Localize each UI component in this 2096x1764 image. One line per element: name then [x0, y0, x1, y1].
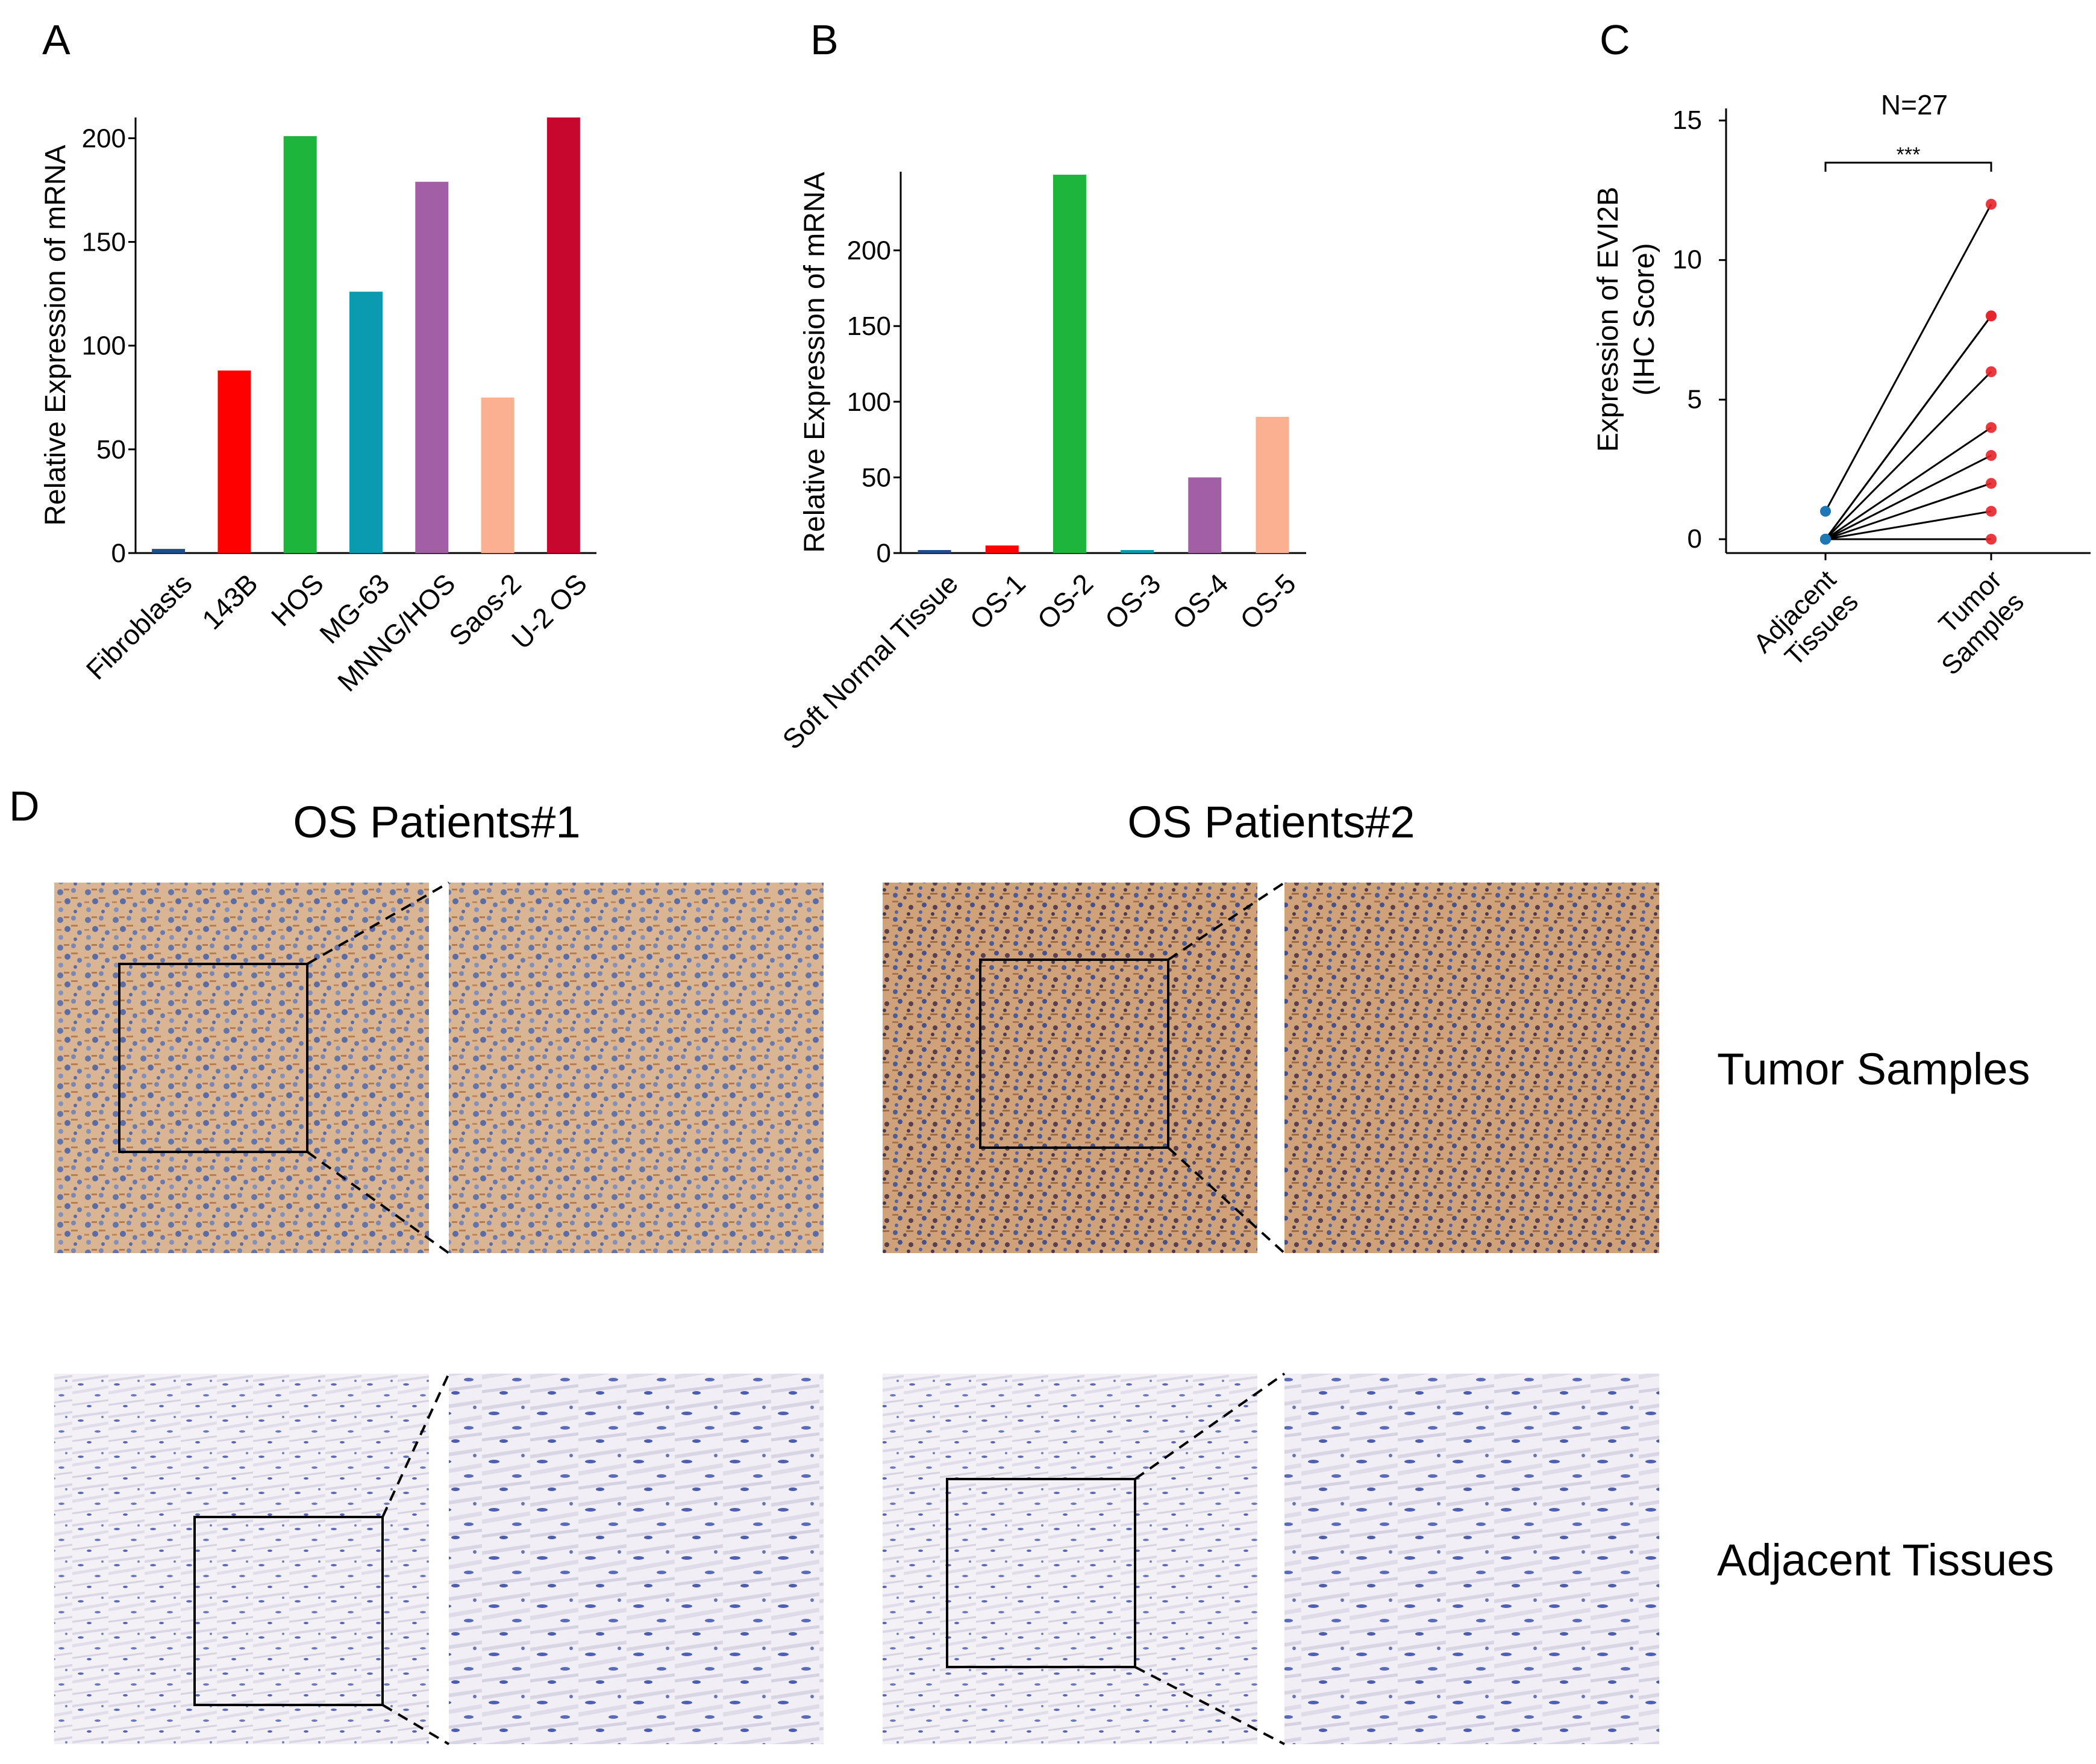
- p1-tumor-zoom-line-bottom: [306, 1151, 450, 1254]
- p1-adjacent-zoom: [449, 1374, 824, 1744]
- panel-letter-a: A: [42, 16, 70, 63]
- bar: [985, 545, 1019, 553]
- p2-adjacent-overview: [883, 1374, 1257, 1744]
- y-axis-label: Relative Expression of mRNA: [799, 172, 831, 552]
- p2-adjacent-inset-box: [946, 1478, 1136, 1668]
- p2-adjacent-zoom-line-top: [1134, 1372, 1286, 1480]
- p2-tumor-zoom: [1284, 883, 1659, 1253]
- p1-tumor-inset-box: [118, 963, 308, 1153]
- p1-tumor-zoom-line-top: [307, 881, 449, 965]
- pair-line: [1824, 371, 1992, 540]
- y-tick-label: 150: [82, 228, 126, 257]
- tumor-point: [1986, 534, 1997, 545]
- x-category-label: AdjacentTissues: [1748, 565, 1863, 680]
- significance-bracket: [1824, 161, 1992, 172]
- panel-letter-d: D: [9, 783, 40, 830]
- y-tick-label: 50: [862, 463, 891, 492]
- pair-line: [1825, 427, 1992, 540]
- y-tick-label: 0: [877, 539, 891, 568]
- x-tick-label: Soft Normal Tissue: [776, 568, 964, 755]
- y-tick-label: 200: [82, 124, 126, 153]
- adjacent-point: [1820, 534, 1831, 545]
- tumor-point: [1986, 310, 1997, 322]
- p1-adjacent-inset-box: [193, 1516, 384, 1706]
- p1-adjacent-overview: [54, 1374, 429, 1744]
- bar: [217, 371, 251, 553]
- y-tick-label: 15: [1672, 105, 1702, 135]
- bar: [1256, 416, 1289, 553]
- x-tick-label: OS-4: [1166, 568, 1234, 636]
- p2-tumor-inset-box: [979, 959, 1169, 1149]
- x-tick-label: OS-1: [963, 568, 1031, 636]
- p2-tumor-overview: [883, 883, 1257, 1253]
- chart-title: N=27: [1881, 89, 1948, 120]
- pair-line: [1825, 482, 1992, 540]
- y-tick-label: 10: [1672, 245, 1702, 275]
- p2-adjacent-zoom: [1284, 1374, 1659, 1744]
- panel-letter-b: B: [810, 16, 839, 63]
- tumor-point: [1986, 450, 1997, 461]
- pair-line: [1825, 454, 1992, 540]
- pair-line: [1825, 510, 1992, 540]
- y-axis-label: Relative Expression of mRNA: [40, 145, 72, 525]
- patient2-title: OS Patients#2: [1127, 797, 1415, 847]
- x-tick-label: Fibroblasts: [80, 568, 198, 686]
- p2-tumor-zoom-line-top: [1167, 881, 1286, 961]
- bar: [1121, 549, 1154, 553]
- y-tick-label: 100: [82, 331, 126, 361]
- pair-line: [1824, 315, 1992, 540]
- x-category-label: TumorSamples: [1913, 565, 2029, 680]
- tumor-point: [1986, 199, 1997, 210]
- x-tick-label: OS-5: [1234, 568, 1302, 636]
- paired-scatter-c: 0 5 10 15 *** N=27 Expression of EVI2B (IHC Sco…: [1592, 89, 2091, 681]
- y-tick-label: 0: [111, 539, 126, 568]
- y-axis-label-line1: Expression of EVI2B: [1592, 187, 1624, 452]
- y-tick-label: 150: [847, 311, 891, 341]
- x-tick-label: 143B: [196, 568, 264, 636]
- bar: [546, 117, 580, 553]
- tumor-point: [1986, 422, 1997, 433]
- bar: [415, 181, 449, 553]
- x-tick-label: U-2 OS: [505, 568, 593, 655]
- y-tick-label: 0: [1688, 524, 1702, 554]
- bar: [918, 549, 951, 553]
- bar: [152, 549, 186, 553]
- tumor-point: [1986, 366, 1997, 377]
- y-tick-label: 200: [847, 236, 891, 266]
- pair-line: [1824, 204, 1992, 512]
- bar: [349, 292, 383, 553]
- significance-stars: ***: [1897, 143, 1921, 166]
- bar: [283, 136, 317, 553]
- p2-tumor-zoom-line-bottom: [1167, 1146, 1286, 1254]
- adjacent-point: [1820, 505, 1831, 517]
- ihc-micrograph-panel: OS Patients#1 OS Patients#2 Tumor Sample…: [54, 797, 2054, 1745]
- y-axis-label-line2: (IHC Score): [1628, 243, 1660, 395]
- patient1-title: OS Patients#1: [293, 797, 580, 847]
- p1-adjacent-zoom-line-top: [381, 1373, 450, 1518]
- tumor-point: [1986, 478, 1997, 489]
- row-label-tumor: Tumor Samples: [1717, 1044, 2030, 1094]
- y-tick-label: 5: [1688, 384, 1702, 414]
- p1-tumor-overview: [54, 883, 429, 1253]
- x-tick-label: OS-2: [1031, 568, 1100, 636]
- bar: [1188, 477, 1222, 553]
- panel-letter-c: C: [1600, 16, 1630, 63]
- tumor-point: [1986, 505, 1997, 517]
- bar: [1053, 175, 1086, 553]
- y-tick-label: 100: [847, 387, 891, 417]
- x-tick-label: OS-3: [1099, 568, 1167, 636]
- row-label-adjacent: Adjacent Tissues: [1717, 1535, 2054, 1585]
- y-tick-label: 50: [96, 435, 126, 464]
- p1-adjacent-zoom-line-bottom: [381, 1704, 450, 1745]
- p2-adjacent-zoom-line-bottom: [1134, 1666, 1285, 1745]
- bar: [481, 397, 515, 553]
- p1-tumor-zoom: [449, 883, 824, 1253]
